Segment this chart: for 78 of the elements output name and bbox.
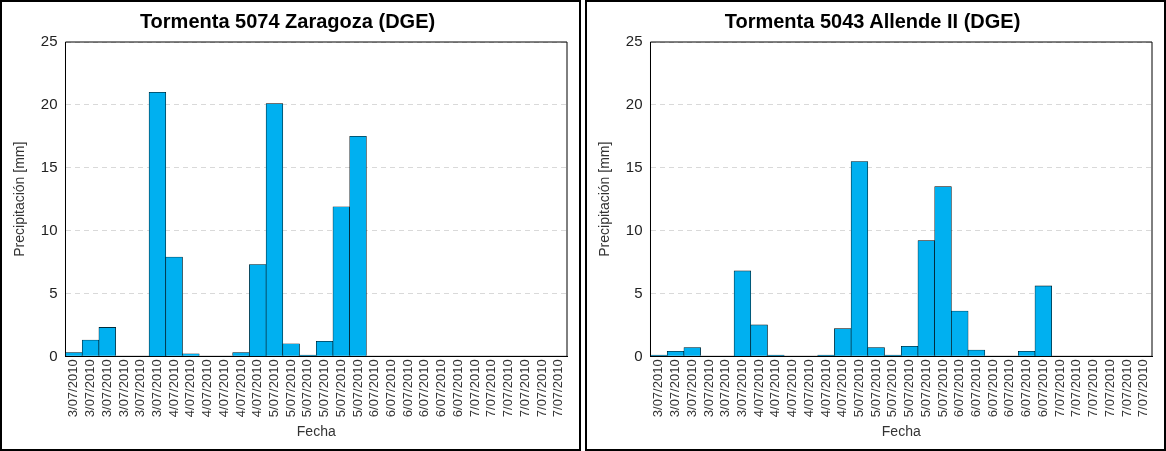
x-tick-label: 4/07/2010 bbox=[750, 359, 766, 418]
x-tick-label: 5/07/2010 bbox=[901, 359, 917, 418]
x-tick-label: 7/07/2010 bbox=[1085, 359, 1101, 418]
y-tick-label: 25 bbox=[625, 32, 643, 50]
x-tick-label: 6/07/2010 bbox=[383, 359, 399, 418]
x-tick-label: 5/07/2010 bbox=[934, 359, 950, 418]
x-tick-label: 7/07/2010 bbox=[1068, 359, 1084, 418]
x-tick-label: 6/07/2010 bbox=[449, 359, 465, 418]
x-tick-label: 7/07/2010 bbox=[1051, 359, 1067, 418]
x-tick-label: 6/07/2010 bbox=[1018, 359, 1034, 418]
x-tick-label: 4/07/2010 bbox=[165, 359, 181, 418]
x-tick-label: 6/07/2010 bbox=[984, 359, 1000, 418]
x-tick-label: 4/07/2010 bbox=[800, 359, 816, 418]
x-tick-label: 3/07/2010 bbox=[65, 359, 81, 418]
y-tick-label: 5 bbox=[634, 283, 643, 301]
x-tick-label: 7/07/2010 bbox=[1101, 359, 1117, 418]
x-tick-label: 3/07/2010 bbox=[700, 359, 716, 418]
x-tick-label: 6/07/2010 bbox=[951, 359, 967, 418]
x-tick-label: 5/07/2010 bbox=[282, 359, 298, 418]
x-tick-label: 5/07/2010 bbox=[917, 359, 933, 418]
y-tick-label: 25 bbox=[40, 32, 58, 50]
x-tick-label: 3/07/2010 bbox=[667, 359, 683, 418]
x-tick-label: 4/07/2010 bbox=[232, 359, 248, 418]
x-tick-label: 4/07/2010 bbox=[199, 359, 215, 418]
x-axis-title: Fecha bbox=[296, 423, 336, 440]
x-tick-label: 5/07/2010 bbox=[851, 359, 867, 418]
y-axis-title: Precipitación [mm] bbox=[596, 141, 613, 257]
x-tick-label: 5/07/2010 bbox=[332, 359, 348, 418]
x-tick-label: 7/07/2010 bbox=[550, 359, 566, 418]
x-tick-label: 3/07/2010 bbox=[82, 359, 98, 418]
x-tick-label: 3/07/2010 bbox=[717, 359, 733, 418]
x-tick-label: 5/07/2010 bbox=[316, 359, 332, 418]
x-tick-label: 5/07/2010 bbox=[349, 359, 365, 418]
x-tick-label: 6/07/2010 bbox=[366, 359, 382, 418]
x-tick-label: 4/07/2010 bbox=[834, 359, 850, 418]
x-tick-label: 4/07/2010 bbox=[215, 359, 231, 418]
x-tick-label: 5/07/2010 bbox=[867, 359, 883, 418]
x-tick-label: 4/07/2010 bbox=[249, 359, 265, 418]
y-tick-label: 0 bbox=[49, 346, 58, 364]
y-tick-label: 10 bbox=[625, 220, 643, 238]
x-tick-label: 3/07/2010 bbox=[149, 359, 165, 418]
x-tick-label: 7/07/2010 bbox=[466, 359, 482, 418]
y-tick-label: 0 bbox=[634, 346, 643, 364]
x-tick-label: 7/07/2010 bbox=[483, 359, 499, 418]
x-tick-label: 5/07/2010 bbox=[266, 359, 282, 418]
x-tick-label: 3/07/2010 bbox=[650, 359, 666, 418]
x-tick-label: 6/07/2010 bbox=[416, 359, 432, 418]
x-tick-label: 6/07/2010 bbox=[1001, 359, 1017, 418]
y-tick-label: 15 bbox=[40, 157, 58, 175]
y-tick-label: 15 bbox=[625, 157, 643, 175]
x-tick-label: 6/07/2010 bbox=[433, 359, 449, 418]
y-tick-label: 10 bbox=[40, 220, 58, 238]
x-tick-label: 6/07/2010 bbox=[968, 359, 984, 418]
x-tick-label: 3/07/2010 bbox=[683, 359, 699, 418]
x-tick-label: 7/07/2010 bbox=[1135, 359, 1151, 418]
chart-title: Tormenta 5074 Zaragoza (DGE) bbox=[139, 9, 436, 32]
x-tick-label: 3/07/2010 bbox=[132, 359, 148, 418]
x-tick-label: 7/07/2010 bbox=[500, 359, 516, 418]
chart-title: Tormenta 5043 Allende II (DGE) bbox=[724, 9, 1021, 32]
x-tick-label: 4/07/2010 bbox=[767, 359, 783, 418]
x-tick-label: 7/07/2010 bbox=[516, 359, 532, 418]
x-tick-label: 4/07/2010 bbox=[784, 359, 800, 418]
y-tick-label: 20 bbox=[40, 95, 58, 113]
y-axis-title: Precipitación [mm] bbox=[11, 141, 28, 257]
y-tick-label: 20 bbox=[625, 95, 643, 113]
y-tick-label: 5 bbox=[49, 283, 58, 301]
x-tick-label: 3/07/2010 bbox=[734, 359, 750, 418]
x-tick-label: 7/07/2010 bbox=[533, 359, 549, 418]
x-tick-label: 6/07/2010 bbox=[1034, 359, 1050, 418]
x-tick-label: 3/07/2010 bbox=[98, 359, 114, 418]
x-axis-title: Fecha bbox=[881, 423, 921, 440]
x-tick-label: 5/07/2010 bbox=[299, 359, 315, 418]
x-tick-label: 4/07/2010 bbox=[817, 359, 833, 418]
x-tick-label: 3/07/2010 bbox=[115, 359, 131, 418]
x-tick-label: 4/07/2010 bbox=[182, 359, 198, 418]
x-tick-label: 7/07/2010 bbox=[1118, 359, 1134, 418]
x-tick-label: 6/07/2010 bbox=[399, 359, 415, 418]
x-tick-label: 5/07/2010 bbox=[884, 359, 900, 418]
